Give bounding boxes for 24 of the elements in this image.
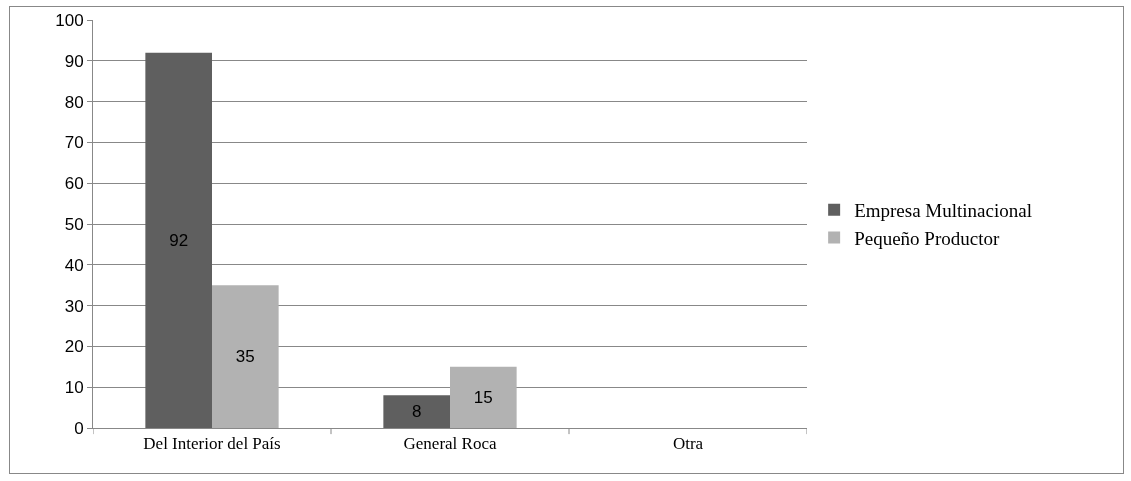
y-tick-label: 80: [64, 92, 84, 112]
data-label: 92: [169, 230, 189, 250]
bar: [383, 395, 450, 428]
y-tick-label: 0: [74, 418, 84, 438]
x-tick-label: Otra: [672, 434, 704, 454]
y-tick-label: 10: [64, 378, 84, 398]
legend-label: Pequeño Productor: [854, 227, 1000, 249]
y-tick-label: 60: [64, 174, 84, 194]
y-tick-label: 30: [64, 296, 84, 316]
bar: [450, 366, 517, 428]
x-tick-label: General Roca: [403, 434, 497, 454]
y-tick-label: 20: [64, 337, 84, 357]
x-tick-label: Del Interior del País: [143, 434, 281, 454]
y-tick-label: 50: [64, 214, 84, 234]
y-tick-label: 40: [64, 255, 84, 275]
y-tick-label: 90: [64, 51, 84, 71]
y-tick-label: 70: [64, 133, 84, 153]
bar: [212, 285, 279, 428]
bar: [145, 52, 212, 428]
data-label: 8: [411, 402, 422, 422]
data-label: 35: [235, 347, 255, 367]
data-label: 15: [473, 387, 493, 407]
legend-label: Empresa Multinacional: [854, 200, 1032, 222]
y-tick-label: 100: [55, 10, 84, 30]
